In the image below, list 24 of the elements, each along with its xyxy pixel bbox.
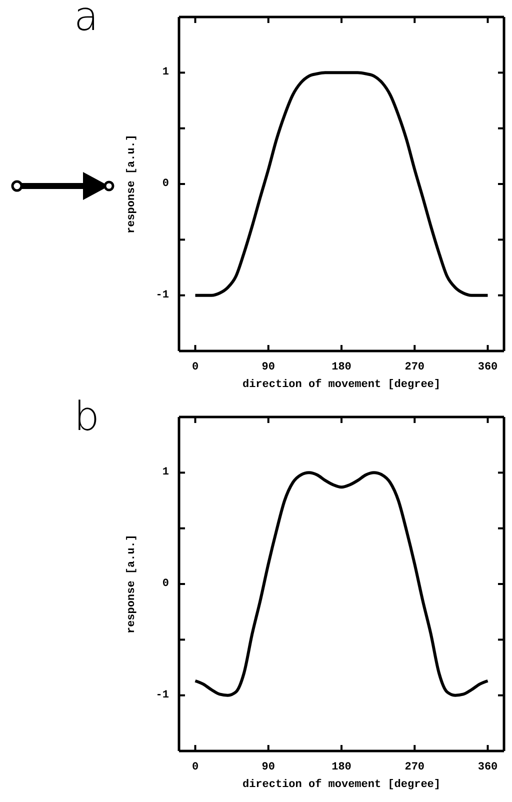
x-tick-label: 0 [192,361,199,374]
x-tick-label: 270 [404,761,425,774]
chart-title: b [74,394,100,440]
y-tick-label: 0 [162,578,169,590]
x-tick-label: 360 [478,761,498,774]
y-axis-title: response [a.u.] [126,534,138,634]
x-tick-label: 90 [262,361,275,374]
y-tick-label: 1 [162,66,170,79]
x-tick-label: 90 [262,761,275,774]
line-series [194,471,490,697]
line-series [194,71,490,297]
y-tick-label: -1 [156,689,170,702]
y-axis-title: response [a.u.] [126,134,138,234]
y-tick-label: 0 [162,178,169,190]
x-axis-title: direction of movement [degree] [242,378,441,391]
x-tick-label: 180 [332,361,352,374]
x-tick-label: 360 [478,361,498,374]
y-tick-label: 1 [162,466,170,479]
x-tick-label: 270 [404,361,425,374]
y-tick-label: -1 [156,289,170,302]
x-tick-label: 180 [332,761,352,774]
chart-title: a [74,0,99,40]
x-tick-label: 0 [192,761,199,774]
x-axis-title: direction of movement [degree] [242,778,441,791]
